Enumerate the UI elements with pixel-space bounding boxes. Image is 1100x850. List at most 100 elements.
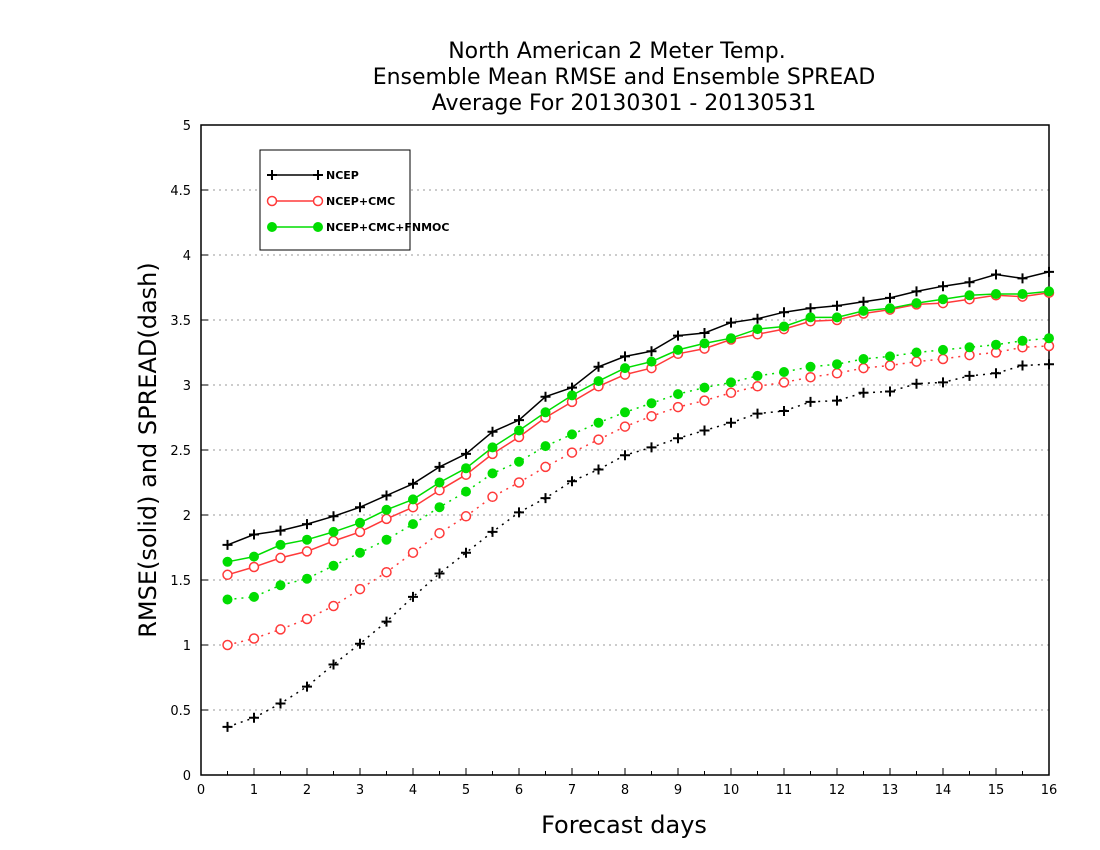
series-line <box>227 345 1050 646</box>
legend-box <box>259 149 411 251</box>
plus-marker <box>752 313 763 324</box>
filled-circle-marker <box>328 560 339 571</box>
filled-circle-marker <box>964 290 975 301</box>
plus-marker <box>275 525 286 536</box>
plus-marker <box>1044 359 1054 370</box>
filled-circle-marker <box>620 407 630 418</box>
filled-circle-marker <box>1017 335 1028 346</box>
legend-label: NCEP+CMC <box>326 195 395 208</box>
filled-circle-marker <box>313 222 323 232</box>
filled-circle-marker <box>514 456 524 467</box>
filled-circle-marker <box>540 407 551 418</box>
filled-circle-marker <box>302 534 312 545</box>
filled-circle-marker <box>805 312 816 323</box>
filled-circle-marker <box>275 539 286 550</box>
plus-marker <box>858 387 869 398</box>
open-circle-marker <box>752 381 763 392</box>
open-circle-marker <box>407 547 419 558</box>
plus-marker <box>885 292 895 303</box>
filled-circle-marker <box>752 324 763 335</box>
plus-marker <box>885 386 895 397</box>
plus-marker <box>911 286 922 297</box>
filled-circle-marker <box>408 519 418 530</box>
y-tick-label: 2.5 <box>170 444 191 459</box>
plus-marker <box>461 448 471 459</box>
filled-circle-marker <box>938 344 948 355</box>
plus-marker <box>249 712 259 723</box>
plus-marker <box>249 529 259 540</box>
filled-circle-marker <box>699 382 710 393</box>
plus-marker <box>302 519 312 530</box>
plus-marker <box>805 396 816 407</box>
x-tick-label: 5 <box>462 783 470 798</box>
plus-marker <box>646 442 657 453</box>
plus-marker <box>779 406 789 416</box>
open-circle-marker <box>381 513 392 525</box>
chart-title-line-1: North American 2 Meter Temp. <box>448 39 786 64</box>
plus-marker <box>267 170 277 180</box>
x-tick-label: 15 <box>988 783 1005 798</box>
plus-marker <box>964 370 975 381</box>
filled-circle-marker <box>1044 333 1054 344</box>
x-tick-label: 0 <box>197 783 205 798</box>
filled-circle-marker <box>858 354 869 364</box>
series-layer <box>222 266 1055 732</box>
filled-circle-marker <box>567 390 577 401</box>
plus-marker <box>779 307 789 318</box>
plus-marker <box>408 478 418 489</box>
filled-circle-marker <box>1044 286 1054 297</box>
filled-circle-marker <box>249 591 259 602</box>
plus-marker <box>673 433 683 444</box>
plus-marker <box>699 425 710 436</box>
open-circle-marker <box>301 546 313 557</box>
open-circle-marker <box>487 491 498 503</box>
legend: NCEP NCEP+CMC NCEP+CMC+FNMOC <box>259 149 449 251</box>
open-circle-marker <box>248 561 260 573</box>
y-axis: 0 0.5 1 1.5 2 2.5 3 3.5 4 4.5 5 <box>170 119 208 784</box>
filled-circle-marker <box>991 289 1001 299</box>
y-tick-label: 0.5 <box>170 704 191 719</box>
open-circle-marker <box>937 353 949 365</box>
filled-circle-marker <box>938 294 948 305</box>
filled-circle-marker <box>249 551 259 562</box>
x-tick-label: 3 <box>356 783 364 798</box>
plus-marker <box>991 269 1001 280</box>
plus-marker <box>302 681 312 692</box>
filled-circle-marker <box>434 502 445 513</box>
open-circle-marker <box>434 527 445 539</box>
x-tick-label: 9 <box>674 783 682 798</box>
open-circle-marker <box>646 410 657 422</box>
plus-marker <box>620 351 630 362</box>
open-circle-marker <box>312 195 324 207</box>
plus-marker <box>313 170 323 180</box>
filled-circle-marker <box>381 504 392 515</box>
plus-marker <box>938 377 948 388</box>
filled-circle-marker <box>487 468 498 479</box>
series-ncep-cmc-fnmoc-rmse <box>222 286 1054 567</box>
plus-marker <box>593 361 604 372</box>
plus-marker <box>726 417 736 428</box>
filled-circle-marker <box>593 417 604 428</box>
plus-marker <box>673 330 683 341</box>
x-tick-label: 14 <box>935 783 952 798</box>
plus-marker <box>991 368 1001 379</box>
legend-item-ncep-cmc: NCEP+CMC <box>266 195 395 208</box>
filled-circle-marker <box>699 338 710 349</box>
y-axis-label: RMSE(solid) and SPREAD(dash) <box>134 262 162 638</box>
plus-marker <box>1017 360 1028 371</box>
series-line <box>227 271 1050 546</box>
plus-marker <box>540 391 551 402</box>
plus-marker <box>514 415 524 426</box>
filled-circle-marker <box>408 494 418 505</box>
plus-marker <box>275 698 286 709</box>
filled-circle-marker <box>885 351 895 362</box>
filled-circle-marker <box>991 339 1001 350</box>
open-circle-marker <box>911 356 922 367</box>
series-line <box>227 337 1050 601</box>
open-circle-marker <box>460 511 472 522</box>
open-circle-marker <box>805 371 816 383</box>
filled-circle-marker <box>461 486 471 497</box>
x-tick-label: 11 <box>776 783 793 798</box>
plus-marker <box>328 659 339 670</box>
x-tick-label: 8 <box>621 783 629 798</box>
